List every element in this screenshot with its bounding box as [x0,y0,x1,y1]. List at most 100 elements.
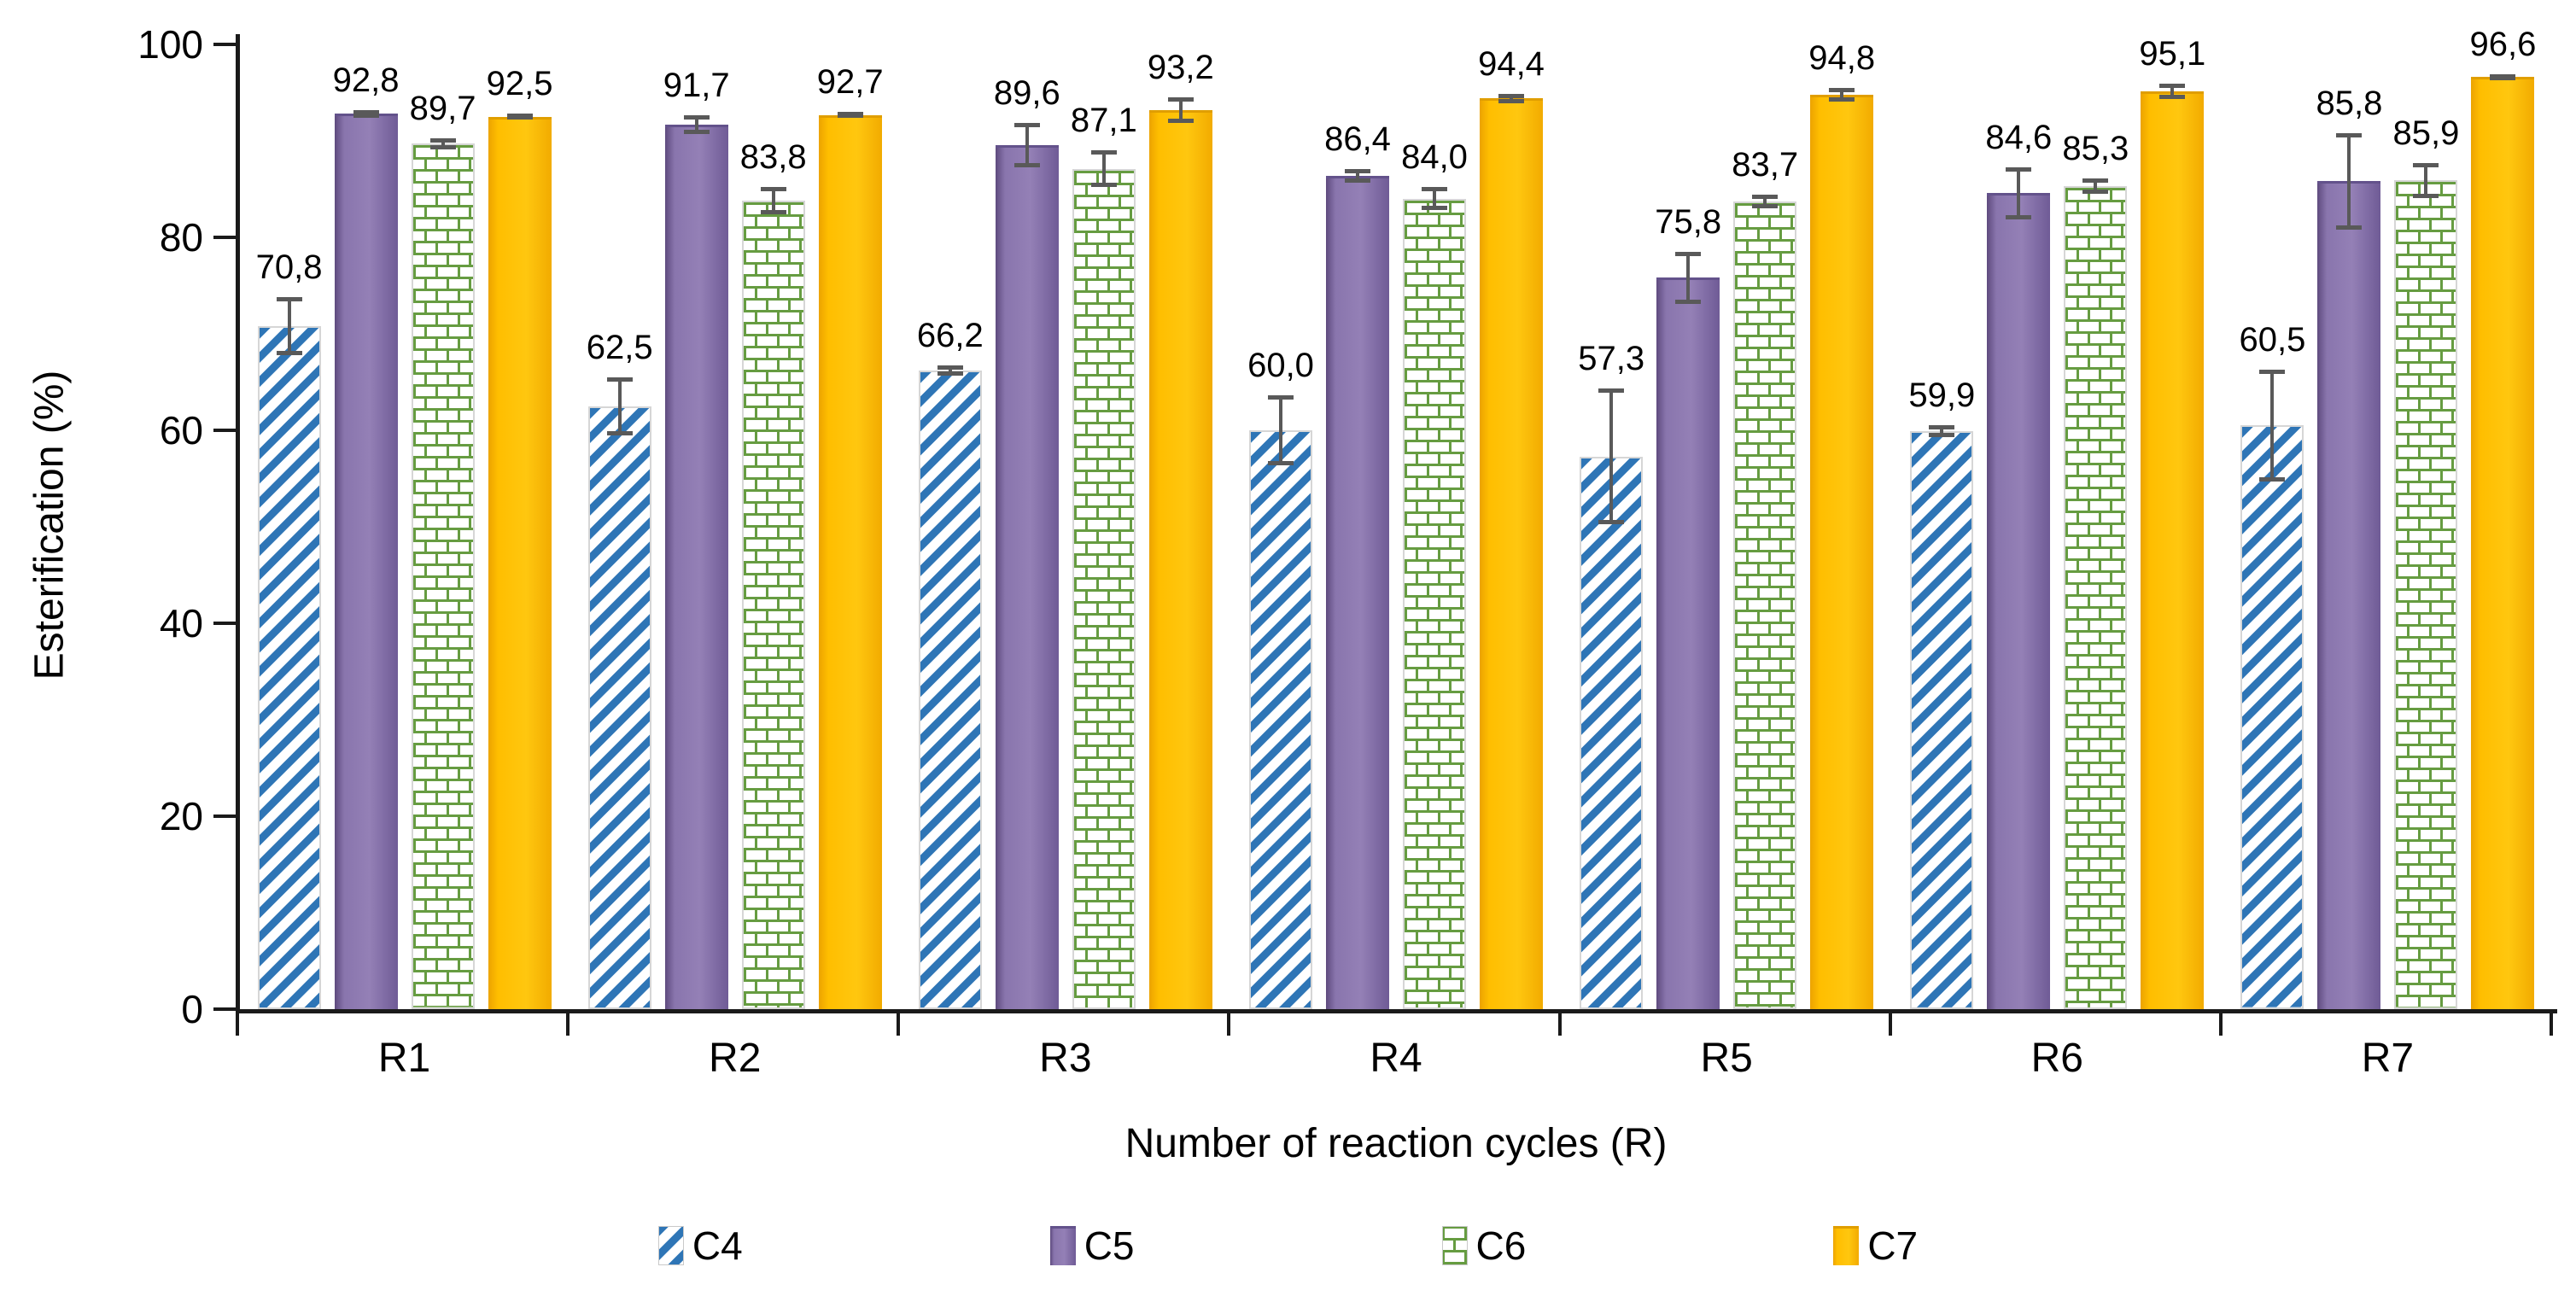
diagonal-stripes-fill [2242,427,2303,1007]
data-label-c5-r6: 84,6 [1985,118,2053,156]
error-bar-cap [1598,519,1625,524]
error-bar-cap [429,137,456,143]
data-label-c7-r2: 92,7 [816,63,884,102]
error-bar-line [2017,166,2021,219]
y-tick-label: 40 [159,601,203,645]
data-label-c4-r6: 59,9 [1908,377,1976,415]
error-bar-line [948,365,952,376]
error-bar-cap [606,377,633,382]
data-label-c6-r2: 83,8 [739,138,807,177]
bar-c6-r5 [1733,201,1797,1009]
error-bar-cap [2413,193,2439,198]
error-bar-c5-r1 [353,109,379,118]
error-bar-cap [2259,476,2286,482]
legend-item-c5: C5 [1049,1223,1135,1269]
error-bar-cap [276,350,302,355]
error-bar-cap [1752,204,1779,209]
bar-c6-r6 [2064,186,2128,1009]
error-bar-cap [1268,395,1294,400]
error-bar-cap [683,114,710,120]
bar-c6-r7 [2394,180,2458,1009]
error-bar-cap [1013,122,1040,127]
error-bar-cap [1752,195,1779,200]
data-label-c4-r1: 70,8 [255,248,323,287]
data-label-c7-r3: 93,2 [1147,49,1214,87]
error-bar-cap [1167,97,1194,102]
y-tick-label: 20 [159,794,203,838]
error-bar-cap [1829,96,1855,102]
error-bar-c7-r1 [506,114,533,120]
y-tick-label: 0 [181,987,203,1031]
x-tick-mark [897,1013,901,1036]
error-bar-line [1433,187,1436,211]
error-bar-cap [2259,369,2286,374]
brick-fill [2065,188,2126,1007]
brick-fill [1073,170,1134,1007]
error-bar-c4-r3 [937,365,963,376]
data-label-c6-r4: 84,0 [1401,138,1468,177]
diagonal-stripes-fill [589,407,650,1007]
data-label-c5-r5: 75,8 [1655,202,1722,241]
data-label-c4-r4: 60,0 [1247,347,1314,385]
bar-c7-r4 [1480,98,1543,1009]
diagonal-stripes-fill [1912,433,1972,1007]
error-bar-line [617,377,622,435]
error-bar-cap [1598,388,1625,394]
x-tick-mark [2218,1013,2223,1036]
data-label-c6-r3: 87,1 [1070,102,1137,140]
error-bar-line [441,137,445,150]
error-bar-cap [353,109,379,114]
bar-c5-r3 [995,144,1059,1009]
y-axis-line [236,34,240,1013]
x-tick-mark [1557,1013,1562,1036]
error-bar-cap [837,113,863,118]
error-bar-c6-r4 [1422,187,1447,211]
data-label-c4-r5: 57,3 [1578,340,1645,378]
error-bar-line [2424,163,2428,198]
y-tick-label: 60 [159,408,203,452]
error-bar-cap [1268,460,1294,465]
error-bar-line [2170,84,2175,100]
data-label-c4-r3: 66,2 [916,317,984,355]
error-bar-cap [937,371,963,376]
error-bar-cap [1013,162,1040,167]
error-bar-cap [760,187,786,192]
diagonal-stripes-fill [1581,458,1642,1007]
bar-c4-r3 [918,370,982,1009]
bar-c4-r6 [1910,431,1974,1009]
bar-c6-r1 [411,143,475,1009]
error-bar-cap [429,145,456,150]
legend-swatch-c5 [1049,1226,1076,1265]
legend-label-c6: C6 [1475,1223,1527,1268]
error-bar-c5-r5 [1675,251,1702,304]
error-bar-line [771,187,775,214]
error-bar-cap [1345,178,1370,183]
data-label-c5-r4: 86,4 [1324,120,1391,158]
data-label-c6-r7: 85,9 [2392,114,2460,152]
error-bar-cap [1167,118,1194,123]
brick-fill [1405,200,1464,1007]
y-tick-label: 80 [159,215,203,260]
legend-label-c4: C4 [692,1223,743,1268]
error-bar-cap [1929,425,1955,430]
error-bar-cap [2159,84,2186,89]
error-bar-cap [353,113,379,118]
error-bar-line [1840,87,1844,102]
error-bar-c4-r6 [1929,425,1955,437]
error-bar-cap [2159,95,2186,100]
bar-c4-r4 [1249,430,1312,1009]
error-bar-cap [937,365,963,371]
legend-swatch-c6 [1441,1226,1468,1265]
error-bar-c7-r4 [1498,93,1524,103]
error-bar-c7-r3 [1167,97,1194,123]
bar-c7-r6 [2141,91,2205,1009]
error-bar-cap [1090,150,1117,155]
brick-fill [412,145,473,1007]
data-label-c4-r2: 62,5 [586,328,653,366]
error-bar-line [1940,425,1944,437]
bar-c6-r2 [741,201,805,1009]
error-bar-line [2270,369,2275,482]
legend-swatch-c7 [1833,1226,1860,1265]
error-bar-line [1686,251,1691,304]
y-tick-label: 100 [137,22,203,67]
